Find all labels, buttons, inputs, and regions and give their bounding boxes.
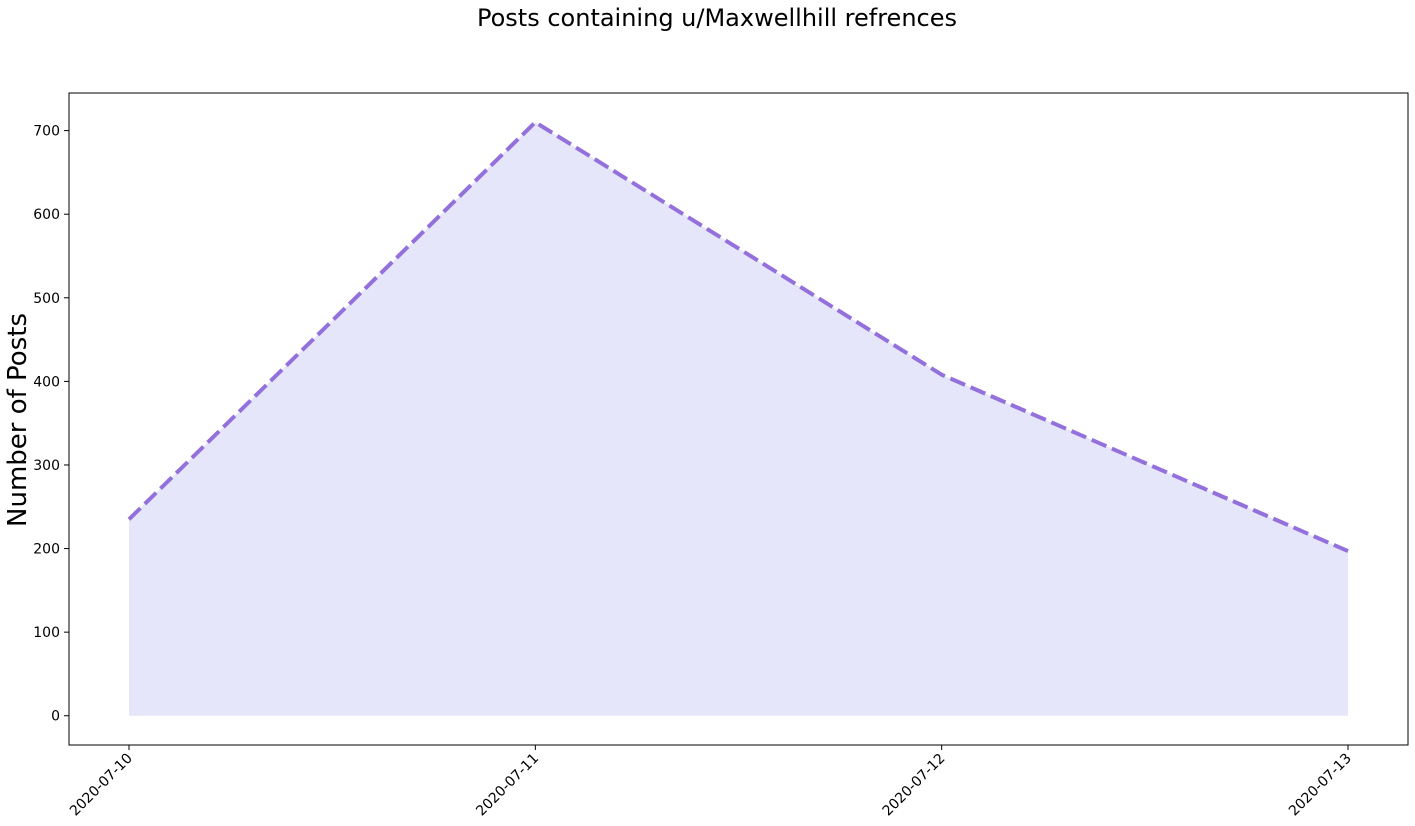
- plot-frame: [68, 92, 1409, 746]
- y-tick-label: 500: [33, 291, 60, 307]
- y-tick-label: 100: [33, 625, 60, 641]
- y-tick-label: 400: [33, 374, 60, 390]
- x-tick-label: 2020-07-11: [473, 751, 542, 820]
- x-tick-label: 2020-07-12: [880, 751, 949, 820]
- series-line: [127, 120, 1349, 553]
- y-tick-label: 600: [33, 207, 60, 223]
- plot-area: 0 100 200 300 400 500 600 700 2020-07-10 2020-07-…: [33, 92, 1409, 820]
- y-tick-label: 300: [33, 458, 60, 474]
- area-fill: [129, 122, 1348, 716]
- y-tick-label: 200: [33, 542, 60, 558]
- x-tick-label: 2020-07-10: [67, 751, 136, 820]
- x-tick-label: 2020-07-13: [1286, 751, 1355, 820]
- y-axis-label: Number of Posts: [3, 313, 33, 527]
- chart-title: Posts containing u/Maxwellhill refrences: [477, 4, 957, 32]
- y-tick-label: 700: [33, 124, 60, 140]
- y-tick-label: 0: [51, 709, 60, 725]
